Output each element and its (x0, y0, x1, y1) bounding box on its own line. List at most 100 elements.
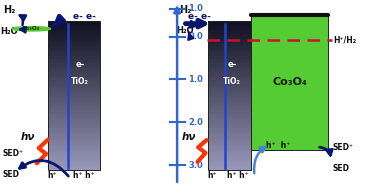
Bar (48, 165, 100, 167)
Bar (208, 105, 251, 108)
Bar (48, 26, 100, 29)
Bar (48, 145, 100, 147)
Bar (208, 73, 251, 76)
Bar (48, 155, 100, 157)
Bar (48, 93, 100, 96)
Bar (48, 115, 100, 118)
Text: h⁺: h⁺ (47, 171, 56, 180)
Bar (208, 162, 251, 165)
Bar (48, 61, 100, 64)
Bar (208, 108, 251, 110)
Bar (48, 118, 100, 120)
Bar (208, 76, 251, 78)
Bar (208, 135, 251, 138)
Bar (208, 78, 251, 81)
Text: h⁺  h⁺: h⁺ h⁺ (266, 141, 290, 150)
Bar (208, 51, 251, 54)
Bar (48, 143, 100, 145)
Bar (48, 120, 100, 123)
Bar (208, 125, 251, 128)
Bar (208, 167, 251, 170)
Text: h⁺ h⁺: h⁺ h⁺ (73, 171, 95, 180)
Text: SED⁺: SED⁺ (333, 143, 354, 152)
Text: h⁺ h⁺: h⁺ h⁺ (227, 171, 249, 180)
Bar (48, 98, 100, 101)
Bar (251, 15, 328, 150)
Bar (208, 165, 251, 167)
Bar (48, 140, 100, 143)
Bar (48, 71, 100, 73)
Bar (48, 73, 100, 76)
Bar (48, 64, 100, 66)
Bar (48, 78, 100, 81)
Bar (208, 83, 251, 86)
Bar (48, 157, 100, 160)
Bar (48, 152, 100, 155)
Bar (48, 68, 100, 71)
Bar (208, 150, 251, 152)
Bar (208, 96, 251, 98)
Bar (48, 66, 100, 68)
Bar (208, 54, 251, 56)
Text: $E$ NHE: $E$ NHE (164, 0, 198, 1)
Bar (48, 123, 100, 125)
Bar (208, 46, 251, 49)
Bar (208, 98, 251, 101)
Text: 0.0: 0.0 (188, 32, 203, 41)
Bar (208, 101, 251, 103)
Bar (208, 81, 251, 83)
Bar (208, 103, 251, 105)
Bar (48, 113, 100, 115)
Bar (48, 103, 100, 105)
Bar (48, 160, 100, 162)
Bar (208, 29, 251, 31)
Bar (48, 51, 100, 54)
Bar (208, 115, 251, 118)
Bar (48, 76, 100, 78)
Bar (208, 22, 251, 170)
Bar (48, 29, 100, 31)
Bar (48, 88, 100, 91)
Bar (208, 44, 251, 46)
Bar (48, 46, 100, 49)
Bar (208, 41, 251, 44)
Bar (208, 31, 251, 34)
Bar (208, 24, 251, 26)
Bar (208, 143, 251, 145)
Bar (48, 125, 100, 128)
Bar (48, 39, 100, 41)
Bar (48, 36, 100, 39)
Text: H⁺/H₂: H⁺/H₂ (333, 36, 356, 44)
Bar (48, 135, 100, 138)
Bar (208, 160, 251, 162)
Text: SED: SED (333, 164, 350, 173)
Bar (208, 123, 251, 125)
Bar (208, 68, 251, 71)
Bar (208, 138, 251, 140)
Text: h⁺: h⁺ (207, 171, 217, 180)
Bar (48, 41, 100, 44)
Bar (48, 138, 100, 140)
Bar (208, 64, 251, 66)
Bar (208, 157, 251, 160)
Bar (208, 59, 251, 61)
Bar (48, 96, 100, 98)
Bar (208, 56, 251, 59)
Bar (208, 145, 251, 147)
Bar (48, 147, 100, 150)
Text: 2.0: 2.0 (188, 118, 203, 127)
Bar (208, 152, 251, 155)
Text: SED: SED (3, 170, 20, 179)
Text: Co₃O₄: Co₃O₄ (22, 26, 41, 31)
Bar (48, 162, 100, 165)
Text: e-: e- (75, 60, 85, 69)
Bar (208, 49, 251, 51)
Bar (208, 110, 251, 113)
Bar (48, 105, 100, 108)
Bar (48, 130, 100, 133)
Bar (208, 120, 251, 123)
Text: 3.0: 3.0 (188, 161, 203, 170)
Bar (208, 130, 251, 133)
Bar (48, 22, 100, 170)
Bar (208, 155, 251, 157)
